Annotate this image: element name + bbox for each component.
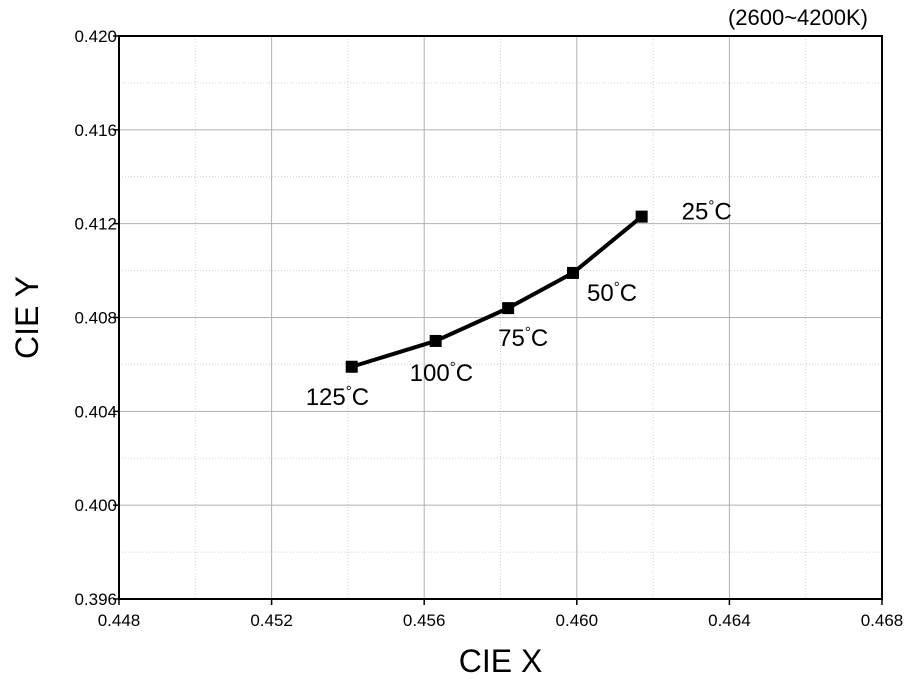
y-tick-label: 0.408 [74,309,117,328]
data-point-label: 25°C [682,198,732,226]
x-tick-label: 0.452 [250,611,293,630]
x-tick-label: 0.456 [403,611,446,630]
y-tick-label: 0.420 [74,27,117,46]
x-tick-label: 0.460 [556,611,599,630]
data-point-label: 100°C [410,359,473,387]
x-axis-ticks: 0.448 0.452 0.456 0.460 0.464 0.468 [98,599,904,630]
data-point-label: 50°C [587,279,637,307]
series-group [345,210,648,373]
data-point-label: 75°C [498,324,548,352]
major-grid [119,36,882,599]
x-tick-label: 0.448 [98,611,141,630]
y-axis-ticks: 0.396 0.400 0.404 0.408 0.412 0.416 0.420 [74,27,119,609]
x-tick-label: 0.464 [708,611,751,630]
data-point-label: 125°C [306,383,369,411]
x-axis-title: CIE X [459,643,543,679]
data-point-marker [502,302,515,315]
y-tick-label: 0.400 [74,496,117,515]
point-labels: 25°C 50°C 75°C 100°C 125°C [306,198,732,411]
cct-range-annotation: (2600~4200K) [728,5,868,30]
y-axis-title: CIE Y [9,276,45,359]
data-point-marker [635,210,648,223]
y-tick-label: 0.396 [74,590,117,609]
y-tick-label: 0.412 [74,215,117,234]
data-point-marker [345,360,358,373]
y-tick-label: 0.404 [74,402,117,421]
y-tick-label: 0.416 [74,121,117,140]
data-point-marker [429,334,442,347]
data-point-marker [566,266,579,279]
x-tick-label: 0.468 [861,611,904,630]
